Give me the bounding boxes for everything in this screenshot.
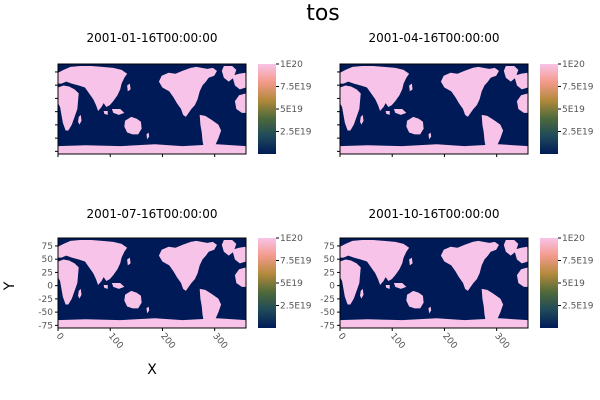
- y-tick-label: -50: [38, 308, 53, 318]
- colorbar-tick-label: 5E19: [280, 279, 303, 289]
- y-tick-label: -75: [320, 321, 335, 331]
- colorbar-tick-label: 7.5E19: [562, 83, 594, 93]
- x-tick-label: 300: [492, 332, 511, 352]
- y-tick-label: 0: [329, 282, 335, 292]
- panel-title: 2001-01-16T00:00:00: [87, 31, 218, 45]
- colorbar-gradient: [258, 64, 276, 154]
- y-tick-label: 50: [42, 255, 54, 265]
- colorbar-gradient: [540, 64, 558, 154]
- y-tick-label: 25: [324, 268, 335, 278]
- x-tick-label: 200: [158, 332, 177, 352]
- colorbar-tick-label: 2.5E19: [280, 302, 312, 312]
- y-tick-label: -25: [320, 295, 335, 305]
- y-tick-label: -50: [320, 308, 335, 318]
- colorbar-tick-label: 5E19: [562, 279, 585, 289]
- map-panel: 2001-01-16T00:00:00 1E20 7.5E19 5E19 2.5E19: [55, 31, 312, 157]
- colorbar-tick-label: 7.5E19: [280, 257, 312, 267]
- y-tick-label: -25: [38, 295, 53, 305]
- colorbar: 1E20 7.5E19 5E19 2.5E19: [540, 234, 594, 328]
- y-tick-label: -75: [38, 321, 53, 331]
- colorbar: 1E20 7.5E19 5E19 2.5E19: [540, 60, 594, 154]
- x-axis-label: X: [147, 362, 157, 378]
- y-tick-label: 0: [47, 282, 53, 292]
- colorbar-tick-label: 1E20: [562, 234, 585, 244]
- y-tick-label: 25: [42, 268, 53, 278]
- colorbar-tick-label: 1E20: [562, 60, 585, 70]
- y-tick-label: 75: [324, 242, 335, 252]
- colorbar-tick-label: 2.5E19: [280, 128, 312, 138]
- panel-title: 2001-07-16T00:00:00: [87, 207, 218, 221]
- x-tick-label: 300: [210, 332, 229, 352]
- map-frame: [339, 237, 529, 329]
- x-tick-label: 0: [336, 332, 348, 343]
- colorbar-tick-label: 1E20: [280, 60, 303, 70]
- map-panel: 2001-04-16T00:00:00 1E20 7.5E19 5E19 2.5E19: [337, 31, 594, 157]
- colorbar-tick-label: 1E20: [280, 234, 303, 244]
- panel-title: 2001-10-16T00:00:00: [369, 207, 500, 221]
- x-tick-label: 0: [54, 332, 66, 343]
- y-tick-label: 75: [42, 242, 53, 252]
- y-tick-label: 50: [324, 255, 336, 265]
- colorbar-tick-label: 7.5E19: [280, 83, 312, 93]
- colorbar-tick-label: 5E19: [562, 105, 585, 115]
- map-frame: [339, 63, 529, 155]
- colorbar-gradient: [540, 238, 558, 328]
- map-frame: [57, 237, 247, 329]
- y-axis-label: Y: [2, 281, 18, 291]
- figure-title: tos: [306, 1, 340, 26]
- colorbar: 1E20 7.5E19 5E19 2.5E19: [258, 234, 312, 328]
- colorbar: 1E20 7.5E19 5E19 2.5E19: [258, 60, 312, 154]
- colorbar-gradient: [258, 238, 276, 328]
- colorbar-tick-label: 2.5E19: [562, 302, 594, 312]
- x-tick-label: 100: [106, 332, 125, 352]
- colorbar-tick-label: 2.5E19: [562, 128, 594, 138]
- colorbar-tick-label: 5E19: [280, 105, 303, 115]
- map-frame: [57, 63, 247, 155]
- panel-title: 2001-04-16T00:00:00: [369, 31, 500, 45]
- colorbar-tick-label: 7.5E19: [562, 257, 594, 267]
- panels: 2001-01-16T00:00:001E207.5E195E192.5E192…: [38, 31, 593, 351]
- x-tick-label: 100: [388, 332, 407, 352]
- x-tick-label: 200: [440, 332, 459, 352]
